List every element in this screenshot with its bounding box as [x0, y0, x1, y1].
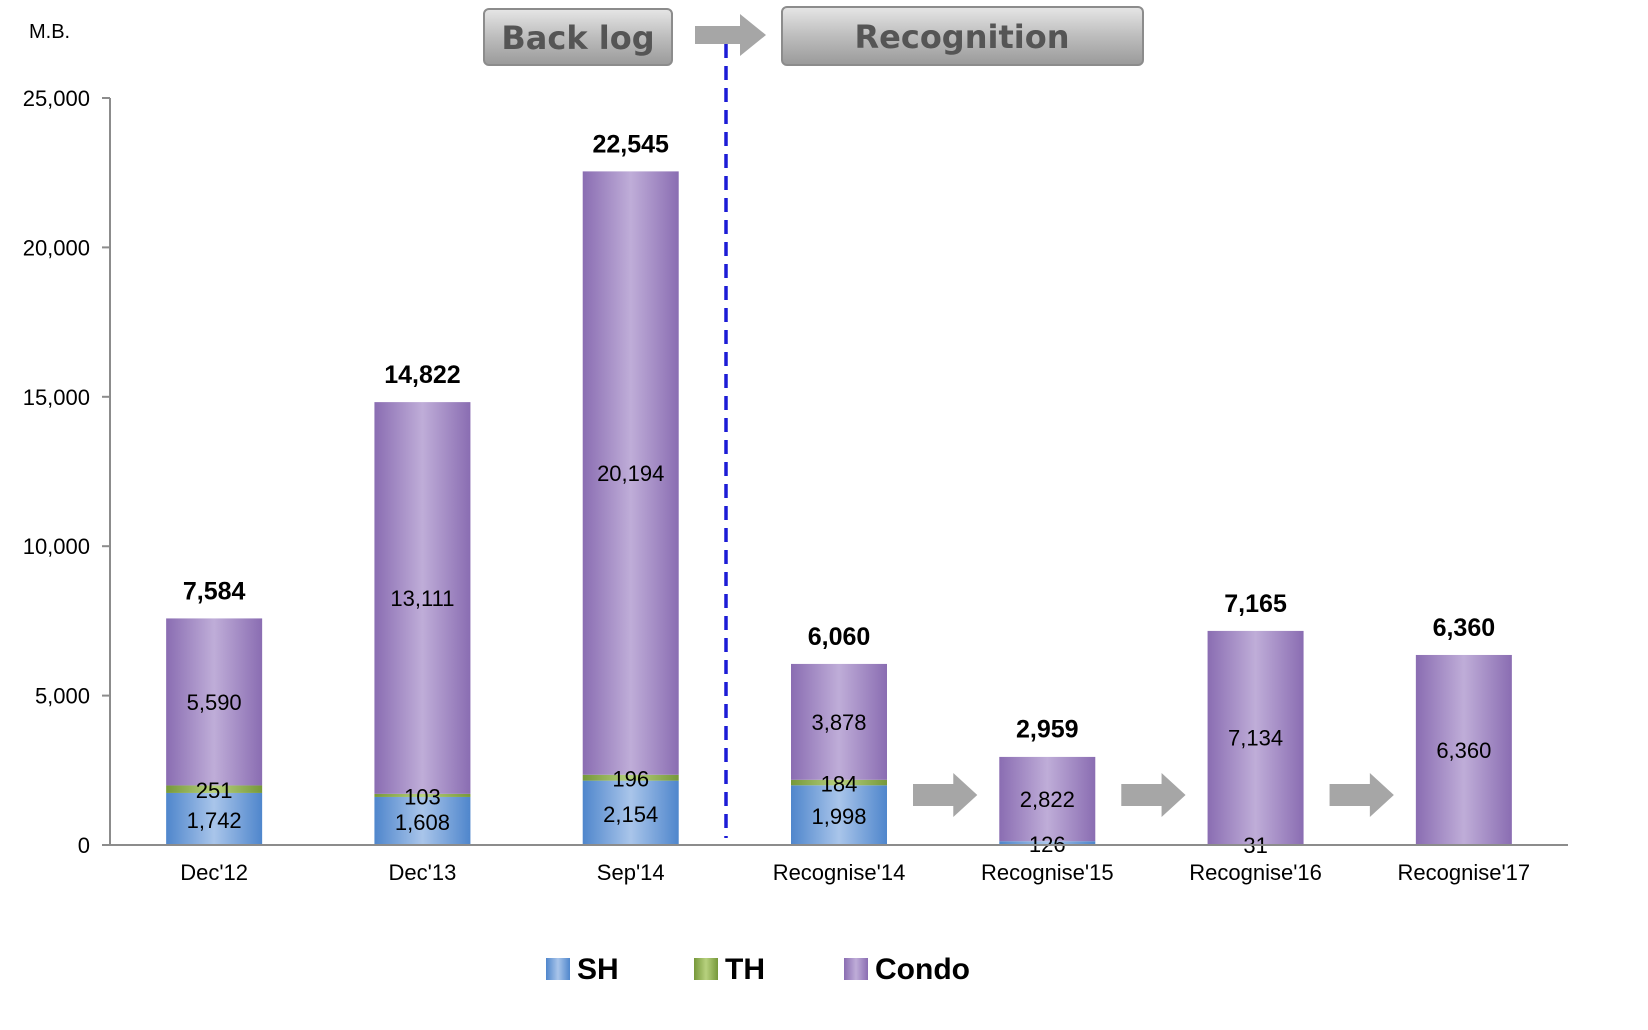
legend-swatch-sh [546, 958, 570, 980]
bar-condo-1 [374, 402, 471, 794]
y-tick-label: 5,000 [35, 684, 90, 709]
segment-label-condo: 13,111 [390, 586, 454, 611]
segment-label-sh: 1,998 [811, 804, 866, 829]
bar-sh-4 [999, 841, 1096, 845]
y-tick-label: 20,000 [23, 235, 90, 260]
total-label: 7,584 [183, 577, 246, 605]
header-arrow [695, 14, 766, 56]
y-tick-label: 10,000 [23, 534, 90, 559]
recognition-banner-label: Recognition [855, 18, 1070, 56]
segment-label-th: 196 [612, 767, 649, 792]
bar-condo-0 [166, 618, 263, 786]
bar-th-0 [166, 785, 263, 793]
flow-arrows [913, 773, 1394, 817]
flow-arrow [1329, 773, 1394, 817]
total-label: 7,165 [1224, 590, 1287, 618]
y-tick-label: 0 [78, 833, 90, 858]
x-tick-label: Recognise'15 [981, 860, 1114, 885]
legend-swatch-condo [844, 958, 868, 980]
x-tick-label: Recognise'17 [1398, 860, 1531, 885]
segment-label-condo: 2,822 [1020, 787, 1075, 812]
y-tick-label: 25,000 [23, 86, 90, 111]
bar-condo-5 [1207, 630, 1304, 845]
bar-sh-2 [582, 780, 679, 845]
bars [166, 171, 1512, 845]
total-label: 22,545 [592, 130, 669, 158]
total-label: 2,959 [1016, 716, 1079, 744]
bar-th-1 [374, 793, 471, 797]
x-tick-label: Dec'13 [389, 860, 457, 885]
bar-th-3 [791, 779, 887, 786]
bar-condo-2 [582, 171, 679, 775]
x-tick-label: Recognise'16 [1189, 860, 1322, 885]
bar-condo-4 [999, 756, 1096, 842]
legend: SH TH Condo [546, 953, 970, 986]
total-label: 6,060 [808, 623, 871, 651]
y-tick-label: 15,000 [23, 385, 90, 410]
bar-condo-6 [1415, 654, 1512, 845]
x-tick-label: Recognise'14 [773, 860, 906, 885]
bar-th-2 [582, 774, 679, 781]
segment-label-condo: 20,194 [597, 461, 664, 486]
segment-label-sh: 1,742 [187, 808, 242, 833]
flow-arrow [913, 773, 978, 817]
segment-label-sh: 1,608 [395, 810, 450, 835]
flow-arrow [1121, 773, 1186, 817]
bar-sh-3 [791, 785, 887, 845]
legend-label-sh: SH [577, 953, 619, 986]
legend-swatch-th [694, 958, 718, 980]
segment-label-th: 184 [821, 772, 858, 797]
total-labels: 7,584 14,822 22,545 6,060 2,959 7,165 6,360 [183, 130, 1495, 743]
bar-sh-1 [374, 796, 471, 845]
segment-label-condo: 3,878 [811, 710, 866, 735]
recognition-banner: Recognition [781, 6, 1144, 66]
segment-label-sh: 2,154 [603, 802, 658, 827]
x-tick-label: Dec'12 [180, 860, 248, 885]
bar-condo-3 [791, 663, 887, 780]
segment-label-condo: 7,134 [1228, 725, 1283, 750]
segment-label-condo: 5,590 [187, 690, 242, 715]
y-axis: 0 5,000 10,000 15,000 20,000 25,000 [23, 86, 111, 858]
segment-label-th: 251 [196, 778, 233, 803]
backlog-banner-label: Back log [501, 19, 654, 57]
legend-label-th: TH [725, 953, 765, 986]
x-axis: Dec'12 Dec'13 Sep'14 Recognise'14 Recognise'… [110, 844, 1568, 885]
backlog-banner: Back log [483, 8, 673, 66]
total-label: 14,822 [384, 361, 460, 389]
segment-label-condo: 6,360 [1436, 738, 1491, 763]
unit-label: M.B. [29, 21, 70, 43]
legend-label-condo: Condo [875, 953, 970, 986]
segment-label-th: 103 [404, 784, 441, 809]
bar-sh-0 [166, 792, 263, 845]
total-label: 6,360 [1433, 614, 1496, 642]
x-tick-label: Sep'14 [597, 860, 665, 885]
